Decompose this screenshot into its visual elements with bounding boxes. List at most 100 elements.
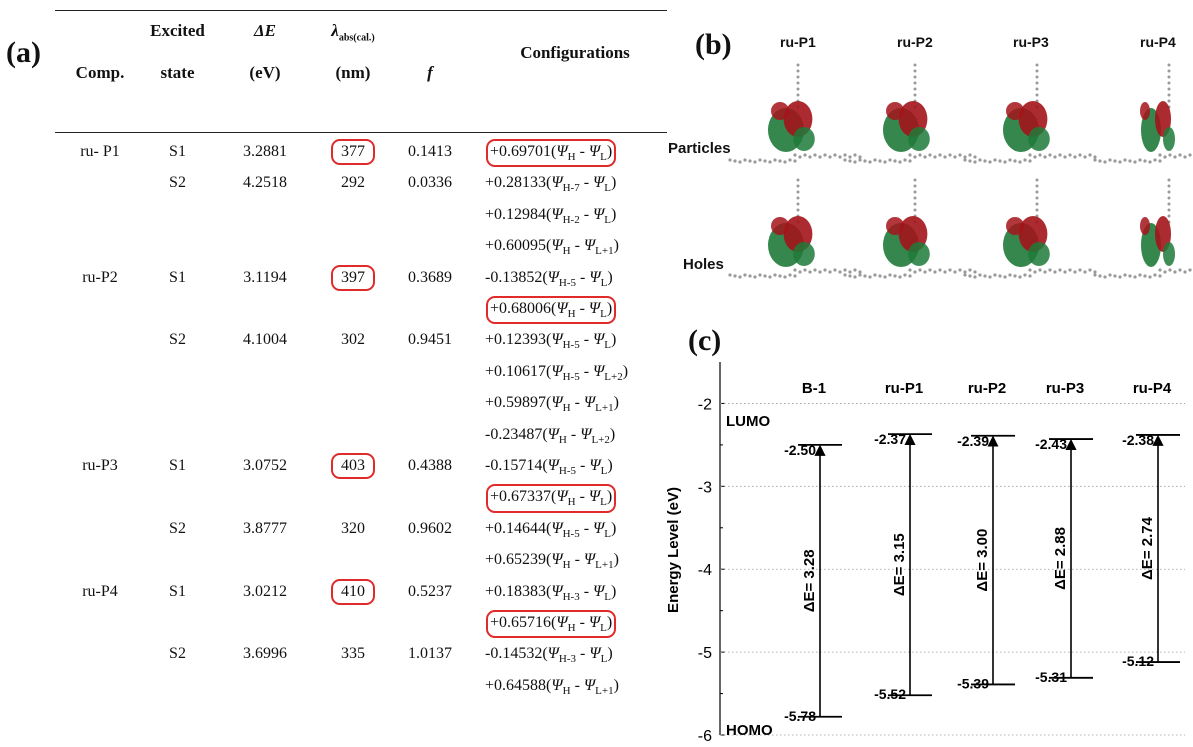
atom-dot bbox=[843, 273, 847, 277]
atom-dot bbox=[1078, 268, 1082, 272]
atom-dot bbox=[796, 196, 800, 200]
cell-state: S1 bbox=[169, 143, 186, 160]
atom-dot bbox=[733, 159, 737, 163]
cell-lambda: 403 bbox=[331, 453, 375, 479]
atom-dot bbox=[793, 268, 797, 272]
atom-dot bbox=[908, 268, 912, 272]
orbital-lobe-green bbox=[1028, 242, 1050, 266]
atom-dot bbox=[1073, 270, 1077, 274]
cell-delta-e: 3.8777 bbox=[243, 519, 287, 537]
header-lambda-2: (nm) bbox=[335, 63, 371, 82]
orbital-lobe-green bbox=[1028, 127, 1050, 151]
atom-dot bbox=[858, 273, 862, 277]
atom-dot bbox=[1035, 69, 1039, 73]
atom-dot bbox=[868, 160, 872, 164]
orbital-lobe-red bbox=[1006, 102, 1024, 120]
panel-a-label: (a) bbox=[6, 36, 41, 69]
atom-dot bbox=[908, 159, 912, 163]
atom-dot bbox=[828, 155, 832, 159]
atom-dot bbox=[1158, 153, 1162, 157]
atom-dot bbox=[938, 268, 942, 272]
atom-dot bbox=[958, 153, 962, 157]
cell-delta-e: 3.0212 bbox=[243, 582, 287, 600]
atom-dot bbox=[763, 159, 767, 163]
atom-dot bbox=[1093, 270, 1097, 274]
atom-dot bbox=[1033, 270, 1037, 274]
atom-dot bbox=[778, 159, 782, 163]
atom-dot bbox=[998, 159, 1002, 163]
atom-dot bbox=[1068, 268, 1072, 272]
orbital-lobe-red bbox=[1006, 217, 1024, 235]
orbital-lobe-green bbox=[1163, 242, 1175, 266]
atom-dot bbox=[1178, 268, 1182, 272]
atom-dot bbox=[1003, 160, 1007, 164]
atom-dot bbox=[1035, 87, 1039, 91]
gap-label: ΔE= 3.00 bbox=[974, 529, 991, 592]
atom-dot bbox=[973, 275, 977, 279]
cell-state: S2 bbox=[169, 174, 186, 192]
atom-dot bbox=[853, 275, 857, 279]
orbital-lobe-red bbox=[771, 217, 789, 235]
y-tick-label: -4 bbox=[698, 562, 712, 579]
atom-dot bbox=[1048, 268, 1052, 272]
atom-dot bbox=[848, 274, 852, 278]
category-label: ru-P4 bbox=[1133, 380, 1172, 397]
cell-configuration: -0.13852(ΨH-5 - ΨL) bbox=[485, 268, 613, 289]
atom-dot bbox=[1118, 160, 1122, 164]
atom-dot bbox=[1167, 99, 1171, 103]
atom-dot bbox=[1035, 184, 1039, 188]
header-lambda-1: λabs(cal.) bbox=[331, 21, 375, 44]
cell-delta-e: 3.1194 bbox=[243, 268, 287, 286]
atom-dot bbox=[796, 87, 800, 91]
atom-dot bbox=[1053, 155, 1057, 159]
atom-dot bbox=[748, 159, 752, 163]
cell-f: 0.0336 bbox=[408, 174, 452, 192]
atom-dot bbox=[1167, 87, 1171, 91]
atom-dot bbox=[808, 155, 812, 159]
header-de-1: ΔE bbox=[254, 21, 276, 40]
row-label-particles: Particles bbox=[668, 140, 731, 157]
atom-dot bbox=[988, 160, 992, 164]
cell-f: 1.0137 bbox=[408, 645, 452, 663]
cell-configuration: +0.69701(ΨH - ΨL) bbox=[485, 138, 617, 168]
atom-dot bbox=[1013, 274, 1017, 278]
atom-dot bbox=[753, 275, 757, 279]
atom-dot bbox=[728, 273, 732, 277]
category-label: ru-P1 bbox=[885, 380, 923, 397]
y-tick-label: -5 bbox=[698, 645, 712, 662]
atom-dot bbox=[1173, 270, 1177, 274]
atom-dot bbox=[813, 153, 817, 157]
atom-dot bbox=[868, 275, 872, 279]
lumo-value-label: -2.37 bbox=[874, 431, 906, 447]
cell-state: S1 bbox=[169, 268, 186, 286]
cell-configuration: -0.23487(ΨH - ΨL+2) bbox=[485, 425, 616, 446]
orbital-lobe-green bbox=[793, 242, 815, 266]
atom-dot bbox=[1023, 273, 1027, 277]
atom-dot bbox=[1103, 275, 1107, 279]
cell-configuration: +0.68006(ΨH - ΨL) bbox=[485, 295, 617, 325]
atom-dot bbox=[1167, 69, 1171, 73]
atom-dot bbox=[853, 160, 857, 164]
atom-dot bbox=[998, 274, 1002, 278]
atom-dot bbox=[1183, 270, 1187, 274]
atom-dot bbox=[1088, 268, 1092, 272]
atom-dot bbox=[1133, 160, 1137, 164]
atom-dot bbox=[1028, 274, 1032, 278]
homo-value-label: -5.39 bbox=[957, 675, 989, 691]
atom-dot bbox=[1167, 190, 1171, 194]
atom-dot bbox=[783, 275, 787, 279]
atom-dot bbox=[778, 274, 782, 278]
cell-configuration: +0.59897(ΨH - ΨL+1) bbox=[485, 394, 619, 415]
lumo-value-label: -2.38 bbox=[1122, 432, 1154, 448]
atom-dot bbox=[903, 273, 907, 277]
atom-dot bbox=[793, 274, 797, 278]
atom-dot bbox=[943, 270, 947, 274]
atom-dot bbox=[1118, 275, 1122, 279]
atom-dot bbox=[1035, 190, 1039, 194]
atom-dot bbox=[823, 153, 827, 157]
atom-dot bbox=[948, 268, 952, 272]
mol-label-ru-p4: ru-P4 bbox=[1140, 34, 1176, 50]
orbital-lobe-red bbox=[1140, 102, 1150, 120]
y-tick-label: -6 bbox=[698, 728, 712, 745]
atom-dot bbox=[858, 270, 862, 274]
